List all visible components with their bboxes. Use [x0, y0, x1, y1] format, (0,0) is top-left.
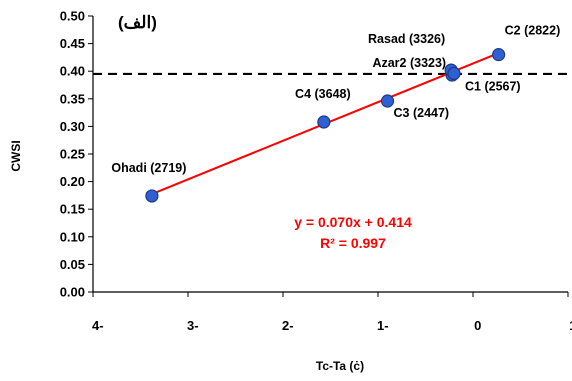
y-tick-label: 0.45 — [60, 36, 85, 51]
data-point — [380, 94, 395, 108]
y-tick-label: 0.40 — [60, 64, 85, 79]
y-tick-label: 0.30 — [60, 119, 85, 134]
point-label: Ohadi (2719) — [111, 161, 186, 175]
y-tick-label: 0.10 — [60, 229, 85, 244]
x-tick-label: 0 — [474, 318, 481, 333]
data-point — [492, 48, 506, 62]
y-tick-label: 0.20 — [60, 174, 85, 189]
point-label: Rasad (3326) — [368, 32, 445, 46]
data-point — [447, 66, 461, 81]
data-points — [145, 48, 506, 203]
point-label: C3 (2447) — [394, 106, 450, 120]
x-tick-label: 2- — [282, 318, 294, 333]
y-tick-label: 0.15 — [60, 202, 85, 217]
x-axis-title: Tc-Ta (ċ) — [316, 359, 364, 373]
point-label: C1 (2567) — [465, 79, 521, 93]
y-tick-label: 0.25 — [60, 147, 85, 162]
point-label: C2 (2822) — [505, 24, 561, 38]
point-label: Azar2 (3323) — [372, 56, 446, 70]
x-tick-label: 1 — [569, 318, 572, 333]
axes: 0.00 0.05 0.10 0.15 0.20 0.25 0.30 0.35 0.40 0.45… — [60, 9, 572, 334]
y-tick-label: 0.50 — [60, 9, 85, 24]
x-tick-label: 1- — [377, 318, 389, 333]
trend-equation: y = 0.070x + 0.414 — [294, 214, 412, 230]
y-tick-label: 0.00 — [60, 285, 85, 300]
point-labels: Ohadi (2719) C4 (3648) C3 (2447) Azar2 (332… — [111, 24, 560, 175]
x-tick-label: 3- — [187, 318, 199, 333]
data-point — [317, 115, 331, 129]
y-tick-label: 0.35 — [60, 91, 85, 106]
point-label: C4 (3648) — [295, 87, 351, 101]
data-point — [145, 189, 159, 203]
y-axis-title: CWSI — [9, 140, 23, 171]
r-squared: R² = 0.997 — [320, 235, 386, 251]
panel-label: (الف) — [118, 13, 157, 32]
y-tick-label: 0.05 — [60, 257, 85, 272]
x-tick-label: 4- — [92, 318, 104, 333]
